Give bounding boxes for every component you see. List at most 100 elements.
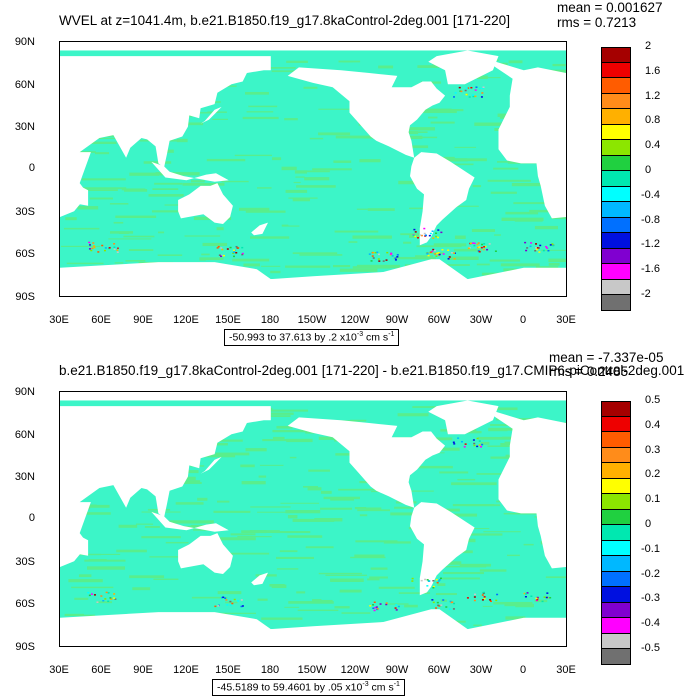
ocean-texture xyxy=(403,241,412,244)
ocean-texture xyxy=(472,185,482,188)
anomaly-cell xyxy=(478,87,481,90)
panel-1-lat-label: 90N xyxy=(14,36,35,48)
ocean-texture xyxy=(303,86,318,89)
panel-2-lon-label: 120W xyxy=(340,664,370,676)
colorbar-label: -0.3 xyxy=(641,592,660,605)
ocean-texture xyxy=(281,166,297,171)
anomaly-cell xyxy=(474,95,477,98)
anomaly-cell xyxy=(478,444,481,446)
ocean-texture xyxy=(305,546,334,549)
land-mask xyxy=(178,183,233,224)
land-mask xyxy=(200,456,222,474)
colorbar-swatch xyxy=(601,416,631,432)
colorbar-swatch xyxy=(601,463,631,479)
panel-2-lat-label: 90S xyxy=(15,641,35,653)
anomaly-cell xyxy=(412,234,415,237)
ocean-texture xyxy=(359,159,381,163)
anomaly-cell xyxy=(451,601,454,603)
ocean-texture xyxy=(303,485,319,488)
anomaly-cell xyxy=(530,242,533,244)
ocean-texture xyxy=(312,599,333,602)
anomaly-cell xyxy=(413,228,416,231)
anomaly-cell xyxy=(468,96,471,98)
anomaly-cell xyxy=(220,254,223,257)
anomaly-cell xyxy=(394,259,397,261)
anomaly-cell xyxy=(435,255,438,257)
ocean-texture xyxy=(81,178,126,181)
anomaly-cell xyxy=(91,247,94,250)
ocean-texture xyxy=(416,245,462,248)
panel-2-lon-label: 120E xyxy=(173,664,199,676)
anomaly-cell xyxy=(241,246,244,249)
anomaly-cell xyxy=(453,96,456,98)
anomaly-cell xyxy=(478,246,481,248)
anomaly-cell xyxy=(378,260,381,262)
colorbar-swatch xyxy=(601,279,631,295)
ocean-texture xyxy=(417,65,440,68)
ocean-texture xyxy=(355,540,398,543)
ocean-texture xyxy=(271,531,311,534)
ocean-texture xyxy=(334,230,379,233)
ocean-texture xyxy=(499,115,508,119)
panel-2-mean: mean = -7.337e-05 xyxy=(549,350,664,365)
ocean-texture xyxy=(333,160,352,163)
colorbar-swatch xyxy=(601,47,631,63)
anomaly-cell xyxy=(240,605,243,608)
anomaly-cell xyxy=(87,591,90,594)
anomaly-cell xyxy=(110,598,113,600)
anomaly-cell xyxy=(385,259,388,261)
ocean-texture xyxy=(143,161,172,164)
ocean-texture xyxy=(241,530,267,534)
land-mask xyxy=(60,612,271,646)
land-mask xyxy=(79,185,89,206)
ocean-texture xyxy=(471,229,496,233)
ocean-texture xyxy=(66,262,104,265)
colorbar-label: 0.4 xyxy=(645,139,661,152)
land-mask xyxy=(79,535,89,556)
ocean-texture xyxy=(246,111,274,113)
ocean-texture xyxy=(88,553,121,555)
ocean-texture xyxy=(332,265,351,268)
ocean-texture xyxy=(271,70,314,73)
anomaly-cell xyxy=(396,256,399,258)
anomaly-cell xyxy=(460,90,463,93)
anomaly-cell xyxy=(414,235,417,238)
ocean-texture xyxy=(440,108,464,112)
ocean-texture xyxy=(480,441,490,445)
ocean-texture xyxy=(312,599,322,602)
ocean-texture xyxy=(217,591,242,595)
anomaly-cell xyxy=(232,252,235,254)
ocean-texture xyxy=(230,533,256,536)
ocean-texture xyxy=(412,406,457,408)
anomaly-cell xyxy=(474,89,477,91)
anomaly-cell xyxy=(88,241,91,244)
ocean-texture xyxy=(154,182,183,185)
land-mask xyxy=(481,406,566,569)
ocean-texture xyxy=(367,578,380,581)
anomaly-cell xyxy=(114,598,117,600)
panel-2-lon-label: 150W xyxy=(297,664,327,676)
anomaly-cell xyxy=(476,445,479,448)
ocean-texture xyxy=(286,60,308,63)
panel-2-range-exp: -3 xyxy=(362,681,369,688)
anomaly-cell xyxy=(241,253,244,256)
ocean-texture xyxy=(289,456,297,459)
anomaly-cell xyxy=(535,243,538,245)
ocean-texture xyxy=(87,566,125,570)
anomaly-cell xyxy=(535,248,538,251)
ocean-texture xyxy=(82,137,117,140)
ocean-texture xyxy=(341,612,371,614)
ocean-texture xyxy=(135,523,154,525)
anomaly-cell xyxy=(88,594,91,597)
colorbar-swatch xyxy=(601,264,631,280)
panel-1-lon-label: 120W xyxy=(340,314,370,326)
anomaly-cell xyxy=(535,597,538,600)
ocean-texture xyxy=(266,409,309,412)
anomaly-cell xyxy=(89,244,92,247)
ocean-texture xyxy=(452,504,495,507)
colorbar-label: 0 xyxy=(645,164,652,176)
ocean-texture xyxy=(64,614,96,616)
colorbar-label: 0.1 xyxy=(645,493,661,506)
anomaly-cell xyxy=(545,596,548,599)
ocean-texture xyxy=(365,507,382,511)
